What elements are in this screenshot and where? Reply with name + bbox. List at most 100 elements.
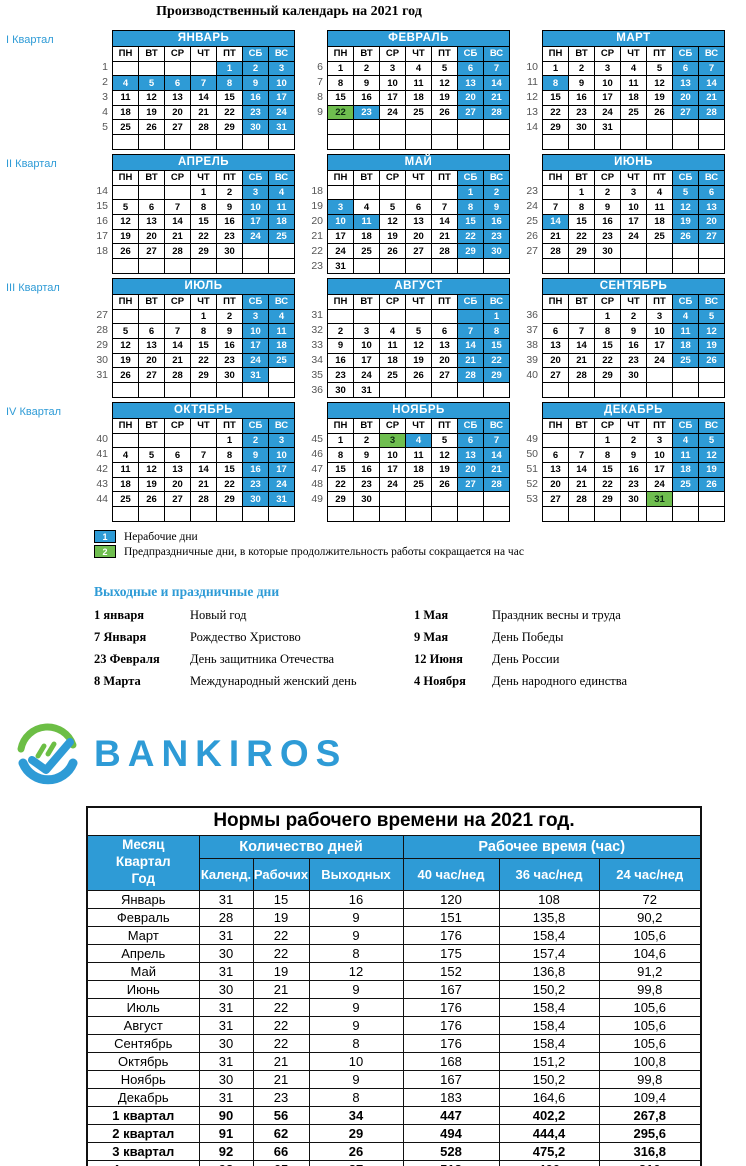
day-cell: 24 bbox=[646, 352, 673, 369]
day-cell bbox=[379, 119, 406, 136]
day-cell: 25 bbox=[268, 228, 295, 245]
day-cell: 21 bbox=[568, 352, 595, 369]
day-header: СБ bbox=[242, 45, 269, 62]
norms-cell: 30 bbox=[198, 979, 254, 999]
day-cell: 26 bbox=[405, 367, 432, 384]
norms-row-label: Сентябрь bbox=[86, 1033, 200, 1053]
day-cell: 10 bbox=[268, 447, 295, 463]
legend-swatch-hol: 1 bbox=[94, 530, 116, 543]
week-number: 31 bbox=[311, 309, 323, 321]
week-number: 14 bbox=[526, 121, 538, 133]
day-cell bbox=[327, 134, 354, 150]
day-cell: 27 bbox=[138, 367, 165, 384]
week-number bbox=[518, 383, 542, 398]
day-header: ВТ bbox=[138, 45, 165, 62]
quarter-label-2: II Квартал bbox=[6, 158, 57, 170]
holiday-date: 1 Мая bbox=[414, 608, 449, 622]
norms-cell: 22 bbox=[252, 997, 310, 1017]
day-cell: 8 bbox=[216, 75, 243, 91]
holiday-name: Новый год bbox=[190, 608, 247, 622]
norms-cell: 22 bbox=[252, 1015, 310, 1035]
week-number: 18 bbox=[311, 185, 323, 197]
month-table-april: АПРЕЛЬ ПН ВТ СР ЧТ ПТ СБ ВС 1 2 3 4 5 6 7 8 9 10 11 12 13 14 1… bbox=[112, 154, 295, 274]
bankiros-logo: BANKIROS bbox=[16, 718, 746, 790]
day-cell: 11 bbox=[112, 89, 139, 106]
week-number: 25 bbox=[526, 215, 538, 227]
quarter-row-4: IV Квартал 40 41 42 43 44 ОКТЯБРЬ ПН ВТ СР ЧТ ПТ СБ В… bbox=[0, 402, 746, 522]
day-cell: 26 bbox=[138, 491, 165, 508]
calendar-quarters: I Квартал 1 2 3 4 5 ЯНВАРЬ ПН ВТ СР ЧТ ПТ СБ ВС 1 2 3 4 5 6… bbox=[0, 30, 746, 522]
week-number: 30 bbox=[96, 354, 108, 366]
day-cell: 19 bbox=[138, 476, 165, 493]
week-number: 27 bbox=[96, 309, 108, 321]
day-header: ПН bbox=[327, 293, 354, 310]
day-cell: 26 bbox=[698, 352, 725, 369]
norms-cell: 22 bbox=[252, 943, 310, 963]
day-cell: 16 bbox=[242, 461, 269, 478]
day-cell: 16 bbox=[242, 89, 269, 106]
day-cell: 5 bbox=[112, 199, 139, 215]
day-cell: 20 bbox=[457, 461, 484, 478]
day-cell bbox=[646, 243, 673, 260]
month-block-may: 18 19 20 21 22 23 МАЙ ПН ВТ СР ЧТ ПТ СБ ВС 1 2 3 4 5 6 7 8 9 10… bbox=[303, 154, 510, 274]
day-cell: 18 bbox=[112, 476, 139, 493]
day-cell: 12 bbox=[138, 461, 165, 478]
day-cell: 22 bbox=[568, 228, 595, 245]
day-cell: 24 bbox=[268, 104, 295, 121]
day-cell: 21 bbox=[190, 476, 217, 493]
day-header: СБ bbox=[242, 417, 269, 434]
day-cell: 4 bbox=[405, 432, 432, 449]
day-cell: 14 bbox=[568, 337, 595, 354]
day-cell: 9 bbox=[620, 323, 647, 339]
norms-cell: 22 bbox=[252, 925, 310, 945]
month-block-april: 14 15 16 17 18 АПРЕЛЬ ПН ВТ СР ЧТ ПТ СБ ВС 1 2 3 4 5 6 7 8 9 1… bbox=[88, 154, 295, 274]
day-header: ВТ bbox=[568, 169, 595, 186]
holiday-row: 1 Мая Праздник весны и труда bbox=[414, 608, 627, 623]
norms-cell: 136,8 bbox=[498, 961, 600, 981]
day-cell: 15 bbox=[542, 89, 569, 106]
norms-cell: 99,8 bbox=[598, 1069, 702, 1089]
day-cell: 16 bbox=[594, 213, 621, 230]
day-cell bbox=[190, 382, 217, 398]
day-header: ВС bbox=[268, 417, 295, 434]
day-cell bbox=[483, 119, 510, 136]
day-header: СР bbox=[594, 417, 621, 434]
day-cell: 5 bbox=[672, 184, 699, 201]
day-cell bbox=[112, 60, 139, 77]
day-cell: 6 bbox=[138, 323, 165, 339]
day-cell: 1 bbox=[542, 60, 569, 77]
day-cell bbox=[353, 308, 380, 325]
week-number bbox=[88, 507, 112, 522]
day-cell: 20 bbox=[405, 228, 432, 245]
day-cell: 11 bbox=[646, 199, 673, 215]
norms-cell: 22 bbox=[252, 1033, 310, 1053]
bankiros-logo-text: BANKIROS bbox=[94, 733, 348, 774]
month-title-january: ЯНВАРЬ bbox=[112, 30, 295, 47]
day-cell: 20 bbox=[164, 104, 191, 121]
week-number: 13 bbox=[526, 106, 538, 118]
day-header: ПТ bbox=[216, 169, 243, 186]
week-number-column: 45 46 47 48 49 bbox=[303, 402, 327, 522]
week-number: 46 bbox=[311, 448, 323, 460]
day-cell bbox=[216, 382, 243, 398]
day-cell bbox=[620, 258, 647, 274]
month-block-october: 40 41 42 43 44 ОКТЯБРЬ ПН ВТ СР ЧТ ПТ СБ ВС 1 2 3 4 5 6 7 8 9… bbox=[88, 402, 295, 522]
week-number: 35 bbox=[311, 369, 323, 381]
norms-cell: 109,4 bbox=[598, 1087, 702, 1107]
day-header: СБ bbox=[457, 293, 484, 310]
day-cell: 3 bbox=[594, 60, 621, 77]
day-cell: 29 bbox=[190, 367, 217, 384]
day-cell: 26 bbox=[112, 367, 139, 384]
day-cell bbox=[138, 506, 165, 522]
holiday-date: 4 Ноября bbox=[414, 674, 466, 688]
day-cell: 16 bbox=[568, 89, 595, 106]
day-header: ПТ bbox=[216, 293, 243, 310]
day-cell bbox=[353, 119, 380, 136]
day-cell bbox=[190, 134, 217, 150]
norms-cell: 494 bbox=[402, 1123, 500, 1143]
day-cell: 25 bbox=[620, 104, 647, 121]
day-cell: 21 bbox=[457, 352, 484, 369]
day-cell: 27 bbox=[138, 243, 165, 260]
week-number: 17 bbox=[96, 230, 108, 242]
